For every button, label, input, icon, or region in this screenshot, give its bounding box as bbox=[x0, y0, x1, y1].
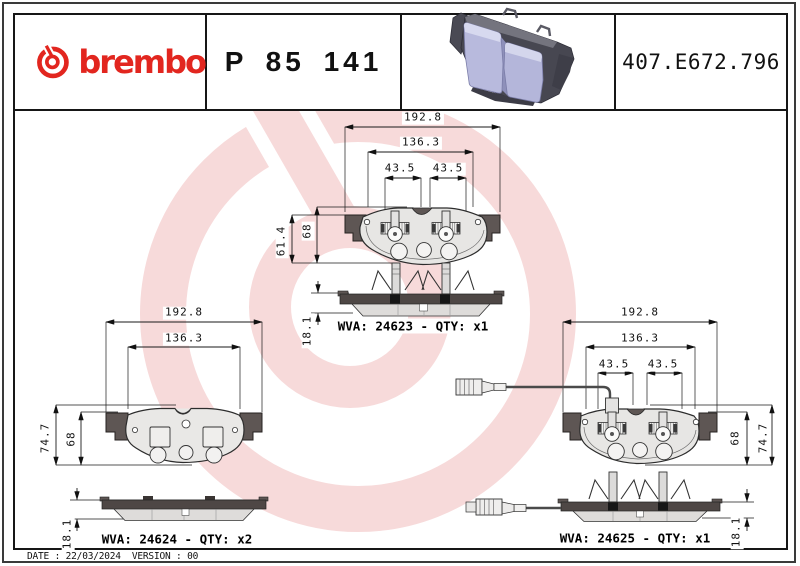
dim-label-height-inner-br: 68 bbox=[728, 428, 743, 448]
dim-label-sensor-right-br: 43.5 bbox=[645, 357, 681, 372]
dim-label-inner-width-bl: 136.3 bbox=[162, 331, 206, 346]
dim-label-sensor-left-top: 43.5 bbox=[382, 161, 418, 176]
dim-label-total-width-br: 192.8 bbox=[618, 305, 662, 320]
dim-label-total-width-bl: 192.8 bbox=[162, 305, 206, 320]
dim-label-sensor-left-br: 43.5 bbox=[596, 357, 632, 372]
dim-label-total-width-top: 192.8 bbox=[401, 110, 445, 125]
wva-line-top: WVA: 24623 - QTY: x1 bbox=[335, 318, 491, 334]
footer-date-version: DATE : 22/03/2024 VERSION : 00 bbox=[27, 551, 199, 562]
catalog-number-cell: 407.E672.796 bbox=[616, 15, 786, 109]
dim-label-thickness-top: 18.1 bbox=[300, 313, 315, 349]
dim-label-height-outer-br: 74.7 bbox=[756, 420, 771, 456]
title-block: brembo P 85 141 407.E672.796 bbox=[15, 15, 786, 111]
dim-label-height-inner-bl: 68 bbox=[64, 429, 79, 449]
dim-label-sensor-right-top: 43.5 bbox=[430, 161, 466, 176]
product-image-cell bbox=[402, 15, 616, 109]
catalog-number: 407.E672.796 bbox=[622, 50, 780, 74]
dim-label-height-outer-bl: 74.7 bbox=[38, 420, 53, 456]
wva-line-bl: WVA: 24624 - QTY: x2 bbox=[99, 531, 255, 547]
dim-label-thickness-br: 18.1 bbox=[729, 514, 744, 550]
dim-label-inner-width-top: 136.3 bbox=[399, 135, 443, 150]
dim-label-height-inner-top: 68 bbox=[300, 221, 315, 241]
dim-label-inner-width-br: 136.3 bbox=[618, 331, 662, 346]
wva-line-br: WVA: 24625 - QTY: x1 bbox=[557, 530, 713, 546]
dim-label-height-outer-top: 61.4 bbox=[274, 223, 289, 259]
dim-label-thickness-bl: 18.1 bbox=[60, 516, 75, 552]
brand-wordmark: brembo bbox=[78, 43, 207, 81]
brake-pad-3d-render bbox=[449, 7, 575, 106]
drawing-frame: brembo P 85 141 407.E672.796 bbox=[13, 13, 788, 550]
brand-cell: brembo bbox=[15, 15, 207, 109]
brembo-logo-icon bbox=[37, 43, 69, 79]
part-number-cell: P 85 141 bbox=[207, 15, 402, 109]
part-number: P 85 141 bbox=[224, 46, 383, 77]
